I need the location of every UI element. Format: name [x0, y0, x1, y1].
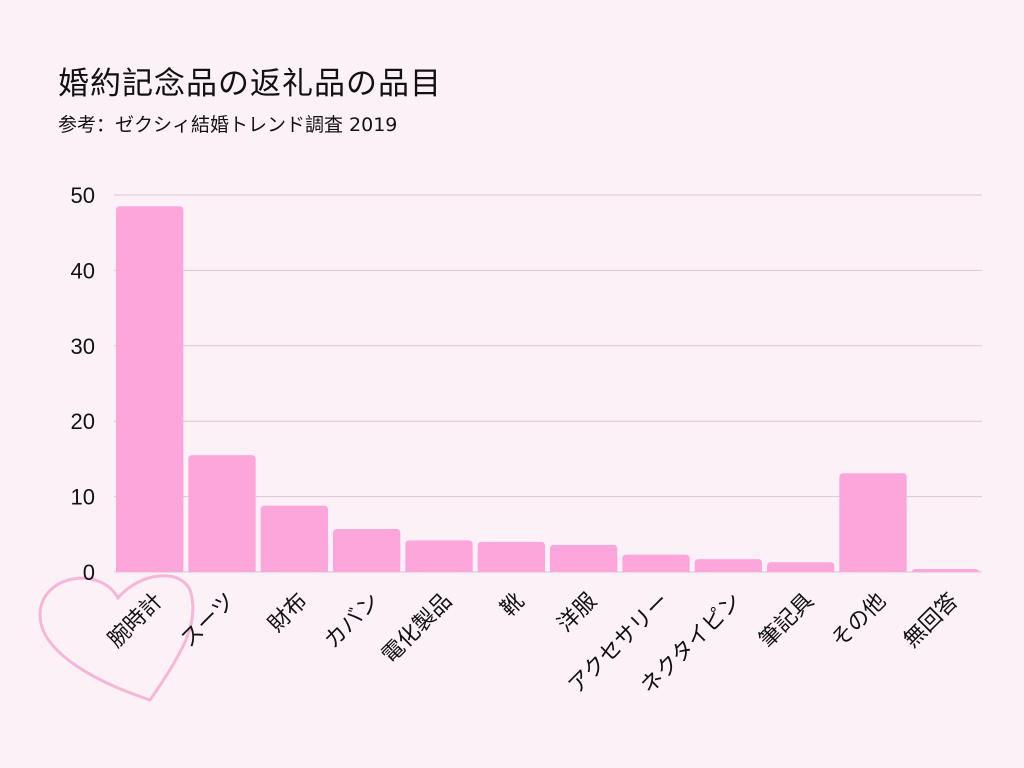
bar [477, 541, 545, 572]
x-tick-label: 財布 [264, 589, 313, 638]
y-tick-label: 50 [71, 183, 95, 208]
bar [405, 540, 473, 572]
x-tick-label: その他 [827, 589, 891, 653]
x-tick-label: 腕時計 [104, 589, 168, 653]
y-tick-label: 40 [71, 258, 95, 283]
bar [333, 529, 401, 572]
chart-title: 婚約記念品の返礼品の品目 [58, 66, 442, 102]
x-tick-label: 靴 [496, 589, 529, 622]
bar [260, 505, 328, 572]
heart-icon [38, 574, 195, 702]
bar [188, 455, 256, 572]
x-tick-label: 筆記具 [755, 589, 819, 653]
y-tick-label: 20 [71, 409, 95, 434]
bar [550, 544, 618, 572]
bar [116, 206, 184, 572]
x-tick-label: 無回答 [899, 589, 963, 653]
bar [767, 562, 835, 572]
bar [911, 568, 979, 573]
bar [839, 473, 907, 572]
x-tick-label: 洋服 [553, 589, 602, 638]
y-tick-label: 0 [83, 560, 95, 585]
x-tick-label: 電化製品 [377, 589, 457, 669]
x-tick-label: スーツ [176, 589, 240, 653]
chart-subtitle: 参考：ゼクシィ結婚トレンド調査 2019 [58, 114, 398, 136]
x-tick-label: カバン [320, 589, 385, 654]
bar [622, 554, 690, 572]
bar [694, 559, 762, 572]
y-tick-label: 10 [71, 485, 95, 510]
y-tick-label: 30 [71, 334, 95, 359]
